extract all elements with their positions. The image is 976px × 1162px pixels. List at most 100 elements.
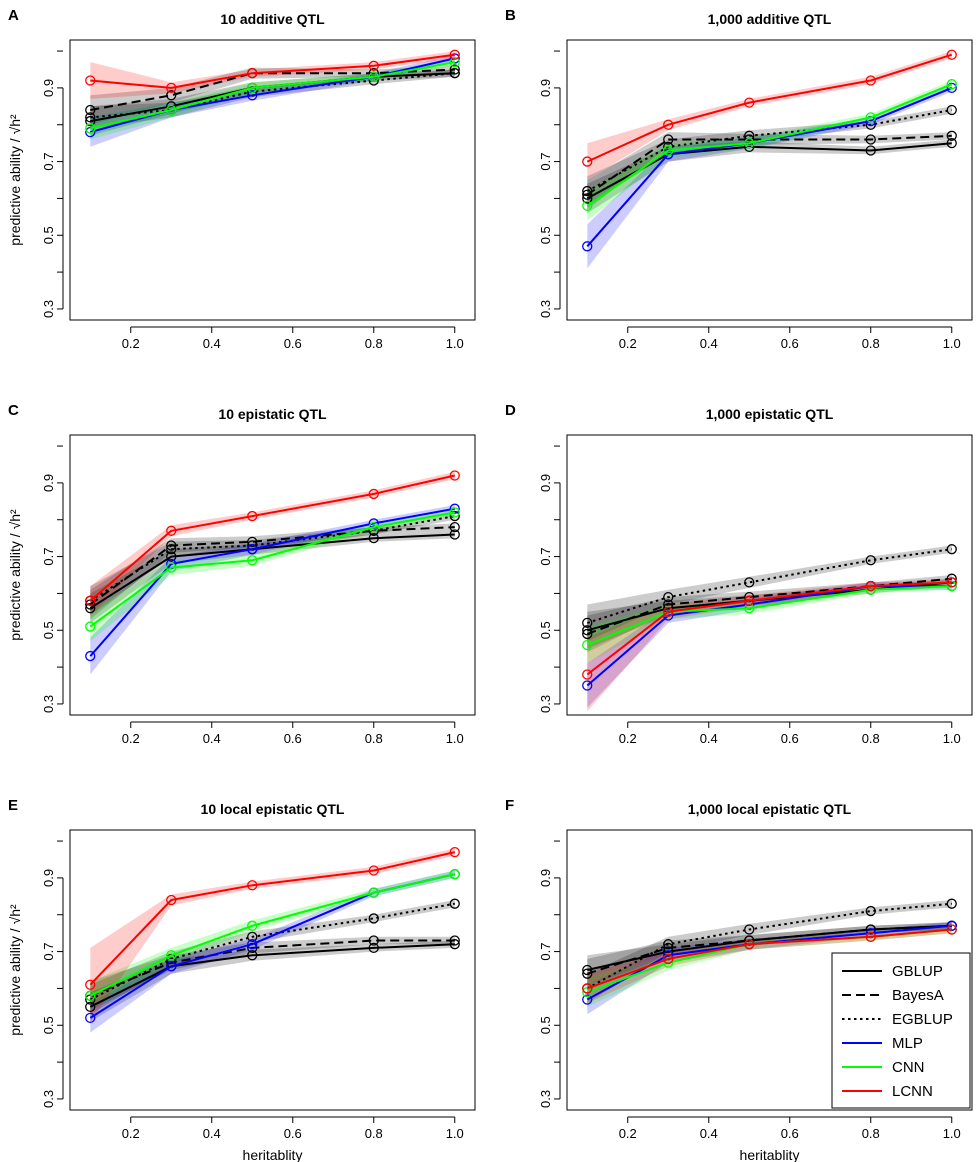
y-tick-label: 0.9 [41, 474, 56, 492]
y-tick-label: 0.9 [538, 869, 553, 887]
panel-d: D 1,000 epistatic QTL 0.2 0.4 0.6 0.8 1.0 0.3 0.… [505, 402, 973, 746]
x-axis-label: heritablity [243, 1147, 303, 1162]
data-point-cnn [744, 603, 755, 614]
data-point-gblup [582, 625, 593, 636]
data-point-bayesa [663, 599, 674, 610]
x-tick-label: 0.6 [781, 336, 799, 351]
plot-frame [69, 829, 476, 1111]
series-line-egblup [586, 548, 952, 624]
y-tick-label: 0.5 [538, 226, 553, 244]
legend-label-cnn: CNN [892, 1059, 925, 1076]
data-point-bayesa [582, 968, 593, 979]
legend-label-mlp: MLP [892, 1035, 923, 1052]
data-point-lcnn [85, 595, 96, 606]
y-tick-label: 0.5 [41, 226, 56, 244]
data-point-egblup [744, 924, 755, 935]
data-point-cnn [247, 555, 258, 566]
x-tick-label: 0.2 [122, 336, 140, 351]
data-point-cnn [166, 950, 177, 961]
data-point-mlp [946, 82, 957, 94]
data-point-gblup [247, 950, 258, 961]
data-point-lcnn [247, 510, 258, 522]
plot-frame [69, 434, 476, 716]
data-point-lcnn [368, 865, 379, 876]
data-point-mlp [582, 241, 593, 252]
data-point-gblup [865, 145, 876, 156]
band-cnn [90, 508, 455, 642]
data-point-lcnn [865, 75, 876, 86]
x-tick-label: 0.8 [365, 731, 383, 746]
data-point-egblup [865, 905, 876, 917]
data-point-mlp [582, 680, 593, 691]
data-point-lcnn [449, 470, 460, 481]
panel-c: C 10 epistatic QTL 0.2 0.4 0.6 0.8 1.0 0.3 0.5 0.… [7, 402, 476, 746]
data-point-cnn [85, 621, 96, 632]
data-point-mlp [247, 939, 258, 950]
series-line-egblup [89, 902, 455, 1001]
band-bayesa [90, 523, 455, 620]
x-tick-label: 0.6 [781, 1126, 799, 1141]
x-tick-label: 0.6 [284, 1126, 302, 1141]
y-axis-label: predictive ability / √h² [7, 904, 23, 1036]
x-tick-label: 0.8 [365, 1126, 383, 1141]
data-point-lcnn [449, 49, 460, 60]
data-point-lcnn [663, 953, 674, 965]
y-tick-label: 0.5 [41, 621, 56, 639]
y-axis-label: predictive ability / √h² [7, 114, 23, 246]
data-point-lcnn [368, 60, 379, 71]
y-tick-label: 0.7 [538, 548, 553, 566]
data-point-lcnn [247, 880, 258, 891]
series-line-lcnn [586, 928, 952, 990]
band-gblup [587, 139, 952, 214]
legend: GBLUP BayesA EGBLUP MLP CNN LCNN [831, 952, 971, 1109]
data-point-egblup [663, 591, 674, 603]
y-tick-label: 0.3 [538, 300, 553, 318]
data-point-cnn [247, 920, 258, 931]
x-tick-label: 0.4 [700, 1126, 718, 1141]
data-point-egblup [449, 510, 460, 522]
series-line-lcnn [586, 53, 953, 163]
data-point-lcnn [865, 931, 876, 942]
data-point-lcnn [368, 488, 379, 500]
x-tick-label: 0.4 [203, 1126, 221, 1141]
data-point-lcnn [663, 119, 674, 130]
data-point-bayesa [166, 90, 177, 101]
series-line-lcnn [89, 474, 456, 602]
y-tick-label: 0.3 [41, 300, 56, 318]
data-point-gblup [166, 551, 177, 562]
x-tick-label: 0.8 [862, 1126, 880, 1141]
y-tick-label: 0.9 [538, 79, 553, 97]
panel-title: 1,000 additive QTL [708, 11, 832, 27]
data-point-cnn [449, 56, 460, 68]
band-egblup [587, 900, 952, 1004]
data-point-gblup [368, 533, 379, 544]
data-point-lcnn [744, 595, 755, 606]
series-line-mlp [90, 57, 456, 134]
data-point-bayesa [368, 935, 379, 946]
data-point-lcnn [946, 924, 957, 935]
data-point-lcnn [247, 68, 258, 79]
plot-frame [566, 39, 973, 321]
data-point-egblup [166, 544, 177, 555]
panel-letter: B [505, 7, 516, 24]
data-point-cnn [449, 507, 460, 518]
data-point-lcnn [582, 669, 593, 680]
data-point-bayesa [946, 130, 957, 141]
series-line-lcnn [90, 53, 455, 89]
series-line-cnn [89, 511, 455, 628]
data-point-cnn [368, 887, 379, 898]
band-bayesa [587, 132, 952, 210]
plot-frame [566, 434, 973, 716]
y-tick-label: 0.3 [538, 1090, 553, 1108]
y-axis-label: predictive ability / √h² [7, 509, 23, 641]
x-tick-label: 0.2 [619, 1126, 637, 1141]
data-point-mlp [582, 994, 593, 1005]
data-point-cnn [946, 79, 957, 90]
panel-title: 10 epistatic QTL [218, 406, 327, 422]
panel-title: 10 additive QTL [220, 11, 325, 27]
panel-title: 10 local epistatic QTL [201, 801, 345, 817]
band-bayesa [587, 575, 952, 653]
y-tick-label: 0.9 [41, 79, 56, 97]
data-point-cnn [247, 82, 258, 94]
data-point-bayesa [166, 540, 177, 551]
